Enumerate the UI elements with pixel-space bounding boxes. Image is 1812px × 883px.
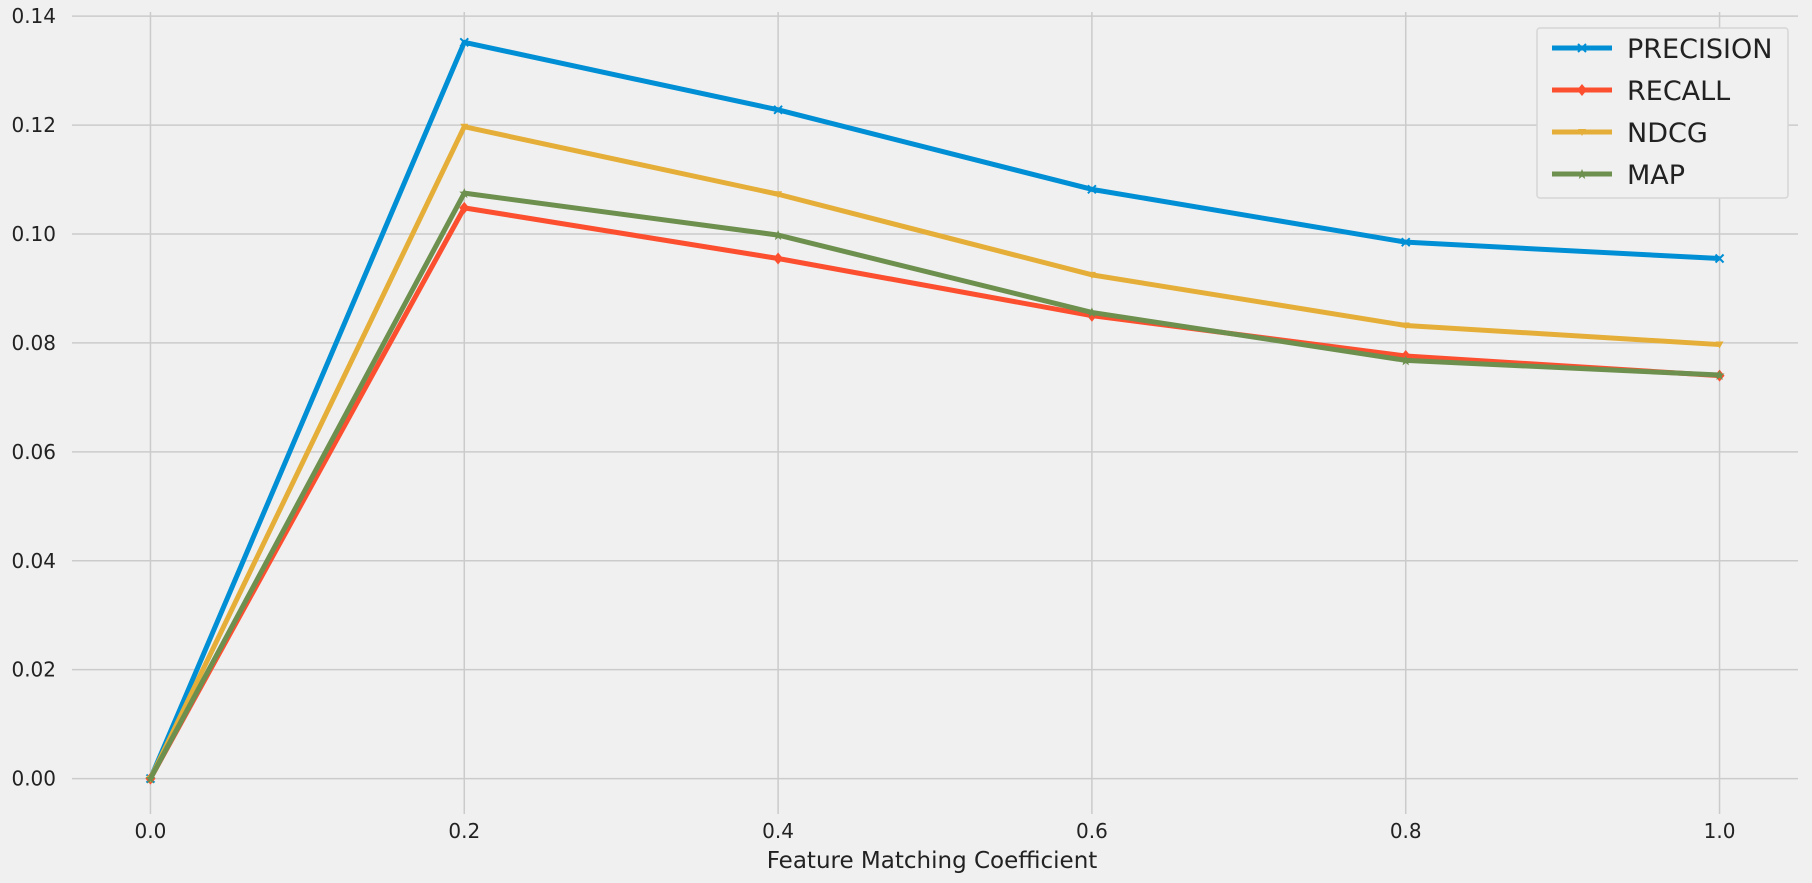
- y-tick-label: 0.00: [11, 767, 56, 791]
- legend-item-precision: PRECISION: [1552, 34, 1772, 65]
- legend: PRECISION RECALL NDCG MAP: [1536, 27, 1789, 199]
- diamond-icon: [1577, 84, 1587, 96]
- diamond-icon: [773, 252, 784, 265]
- star-icon: [1086, 307, 1097, 318]
- y-tick-label: 0.04: [11, 549, 56, 573]
- triangle-icon: [460, 123, 469, 131]
- triangle-icon: [1715, 341, 1724, 349]
- x-icon: [773, 105, 783, 115]
- series-map: [145, 188, 1725, 784]
- legend-item-recall: RECALL: [1552, 76, 1730, 107]
- y-tick-label: 0.08: [11, 331, 56, 355]
- x-tick-label: 0.2: [448, 819, 480, 843]
- star-icon: [1577, 169, 1587, 179]
- y-tick-label: 0.14: [11, 4, 56, 28]
- x-tick-label: 1.0: [1704, 819, 1736, 843]
- series-line: [148, 205, 1720, 780]
- x-icon: [459, 37, 469, 48]
- tick-labels: 0.0 0.2 0.4 0.6 0.8 1.0 0.00 0.02 0.04 0.06 0.08 0.…: [11, 4, 1735, 843]
- x-tick-label: 0.8: [1390, 819, 1422, 843]
- star-icon: [459, 188, 470, 199]
- legend-label: RECALL: [1627, 76, 1730, 107]
- x-icon: [1577, 43, 1587, 53]
- series-lines: [145, 37, 1725, 785]
- star-icon: [1714, 370, 1725, 381]
- y-tick-label: 0.10: [11, 222, 56, 246]
- star-icon: [773, 230, 784, 241]
- x-tick-label: 0.0: [135, 819, 167, 843]
- triangle-icon: [1087, 271, 1096, 279]
- series-line: [148, 190, 1720, 780]
- series-precision: [145, 37, 1725, 784]
- x-tick-label: 0.6: [1076, 819, 1108, 843]
- star-icon: [1400, 355, 1411, 366]
- legend-item-ndcg: NDCG: [1552, 118, 1708, 149]
- x-tick-label: 0.4: [762, 819, 794, 843]
- y-tick-label: 0.12: [11, 113, 56, 137]
- x-icon: [1401, 237, 1411, 247]
- triangle-icon: [1401, 322, 1410, 330]
- legend-label: NDCG: [1627, 118, 1708, 149]
- legend-label: MAP: [1627, 160, 1685, 191]
- legend-label: PRECISION: [1627, 34, 1772, 65]
- x-icon: [1714, 253, 1725, 264]
- diamond-icon: [459, 201, 470, 214]
- series-recall: [145, 201, 1725, 785]
- triangle-icon: [774, 191, 783, 199]
- star-icon: [145, 773, 156, 784]
- x-icon: [1087, 184, 1097, 195]
- legend-item-map: MAP: [1552, 160, 1685, 191]
- legend-box: [1536, 27, 1789, 199]
- series-line: [148, 124, 1720, 780]
- triangle-icon: [1578, 129, 1586, 136]
- y-tick-label: 0.02: [11, 658, 56, 682]
- series-line: [148, 39, 1720, 780]
- x-axis-label: Feature Matching Coefficient: [767, 848, 1098, 874]
- series-ndcg: [146, 123, 1724, 783]
- y-tick-label: 0.06: [11, 440, 56, 464]
